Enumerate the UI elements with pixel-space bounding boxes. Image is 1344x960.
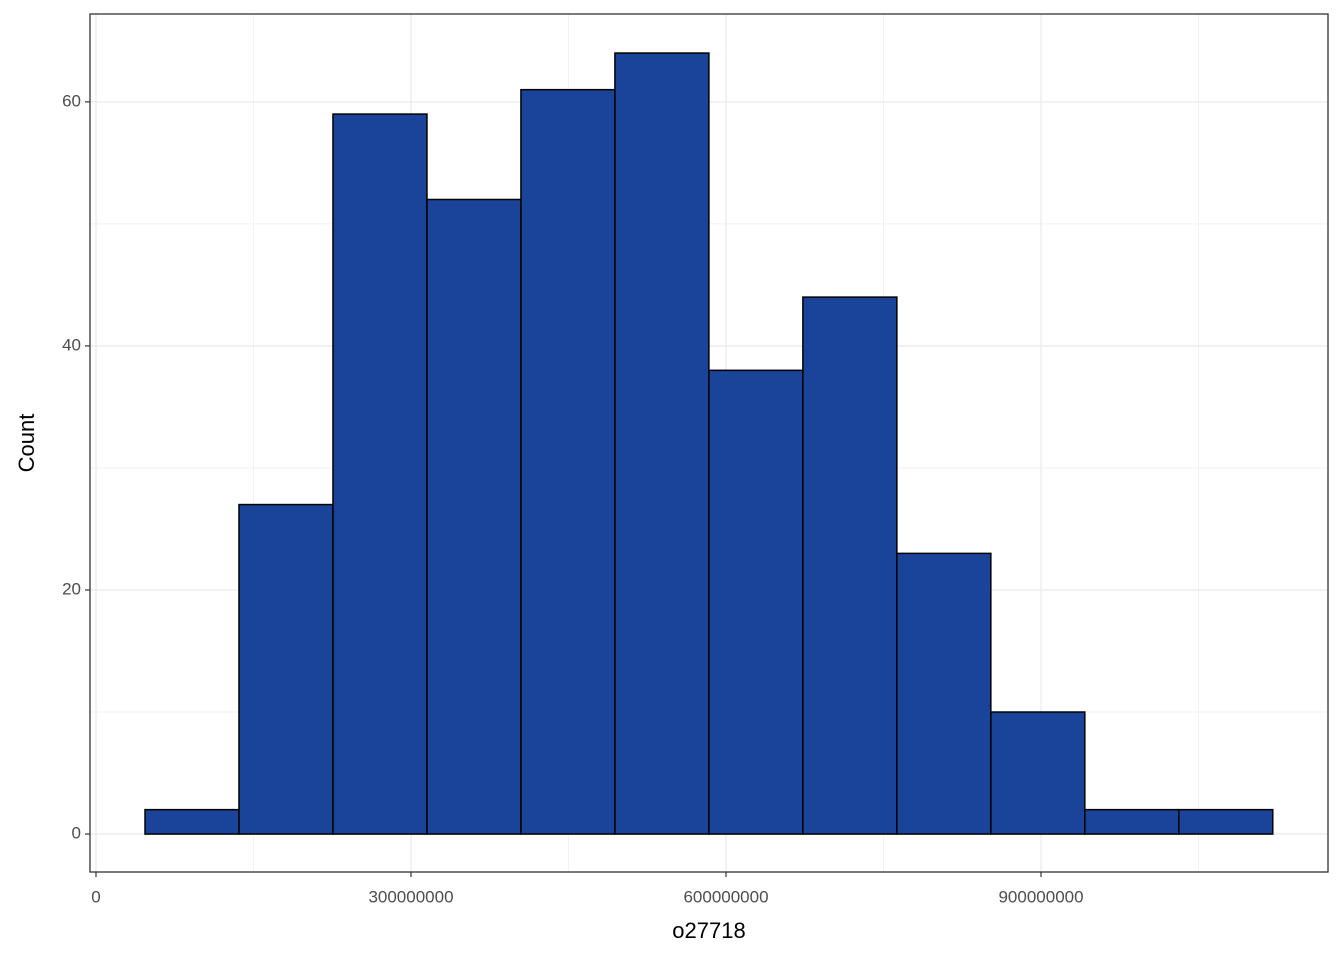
bar xyxy=(520,88,616,835)
bar xyxy=(144,808,240,835)
y-tick-label: 40 xyxy=(62,335,81,354)
bar xyxy=(1178,808,1274,835)
x-tick-label: 600000000 xyxy=(683,887,768,906)
bar xyxy=(332,113,428,835)
bar xyxy=(708,369,804,835)
bar xyxy=(1084,808,1180,835)
x-axis-title: o27718 xyxy=(672,918,745,943)
y-axis-title: Count xyxy=(14,414,39,473)
x-tick-label: 0 xyxy=(91,887,100,906)
x-tick-label: 900000000 xyxy=(998,887,1083,906)
bar xyxy=(238,503,334,835)
bar xyxy=(614,52,710,835)
bar xyxy=(802,296,898,835)
x-tick-label: 300000000 xyxy=(368,887,453,906)
plot-border xyxy=(89,13,1329,873)
bar xyxy=(896,552,992,835)
y-tick-label: 20 xyxy=(62,579,81,598)
y-tick-label: 0 xyxy=(72,824,81,843)
bar xyxy=(990,711,1086,835)
y-tick-label: 60 xyxy=(62,91,81,110)
bar xyxy=(426,198,522,835)
